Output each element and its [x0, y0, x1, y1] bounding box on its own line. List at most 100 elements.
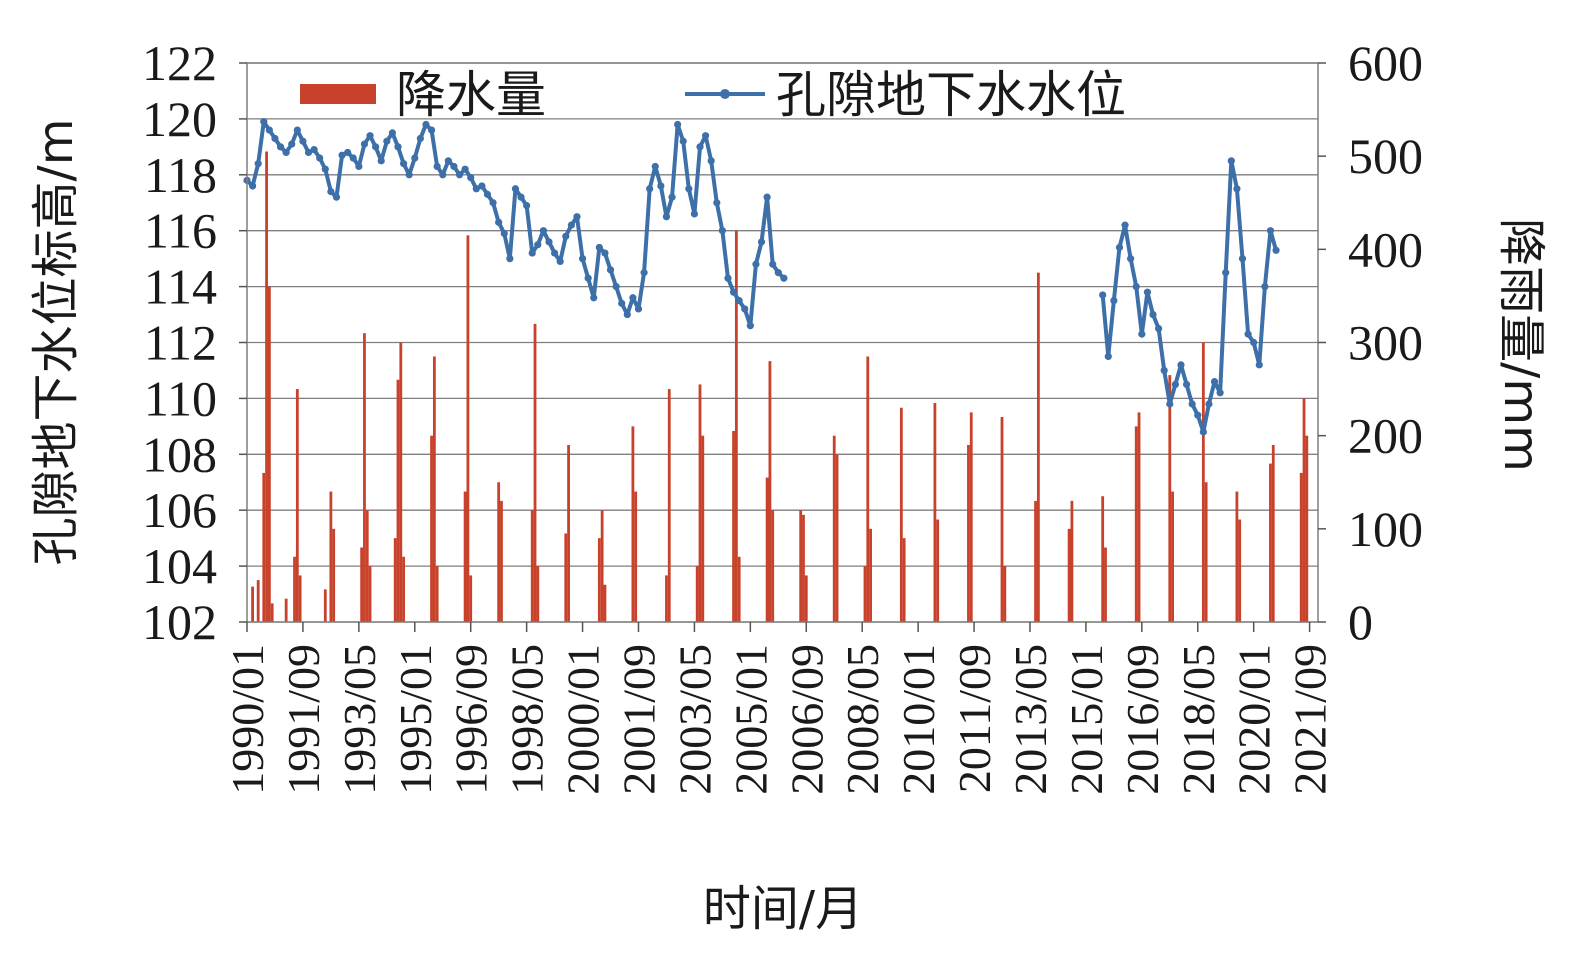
water-level-point	[1177, 361, 1185, 369]
x-tick-label: 2020/01	[1229, 644, 1280, 795]
x-tick-label: 2015/01	[1061, 644, 1112, 795]
water-level-point	[1250, 338, 1258, 347]
rain-bar	[293, 556, 296, 622]
rain-bar	[1137, 412, 1141, 623]
rain-bar	[533, 323, 537, 622]
water-level-point	[629, 294, 637, 302]
water-level-point	[1138, 330, 1146, 338]
rain-bar	[298, 575, 302, 622]
water-level-point	[1188, 400, 1196, 408]
x-tick-label: 1993/05	[334, 644, 385, 795]
water-level-point	[1199, 428, 1207, 436]
water-level-point	[685, 185, 693, 193]
water-level-point	[400, 160, 408, 168]
y-left-tick-label: 118	[144, 147, 217, 203]
water-level-point	[1155, 324, 1163, 333]
rain-bar	[768, 361, 772, 622]
water-level-point	[729, 288, 738, 296]
water-level-point	[427, 126, 436, 134]
water-level-point	[288, 140, 296, 148]
water-level-point	[299, 137, 307, 145]
water-level-point	[551, 249, 559, 257]
rain-bar	[869, 528, 872, 622]
water-level-point	[578, 255, 587, 263]
x-tick-label: 2010/01	[893, 644, 944, 795]
water-level-point	[1115, 243, 1124, 252]
water-level-point	[1104, 352, 1112, 361]
water-level-point	[394, 143, 402, 151]
rain-bar	[1299, 472, 1303, 622]
water-level-point	[1205, 400, 1213, 408]
rain-bar	[284, 598, 288, 622]
water-level-point	[556, 257, 564, 266]
water-level-point	[1194, 411, 1202, 419]
water-level-point	[372, 143, 380, 151]
x-tick-label: 2013/05	[1005, 644, 1056, 795]
rain-bar	[802, 514, 805, 622]
rain-bar	[399, 342, 403, 622]
y-left-tick-label: 102	[142, 594, 217, 650]
rain-bar	[463, 491, 467, 622]
rain-bar	[466, 235, 470, 623]
rain-bar	[835, 454, 839, 622]
water-level-point	[528, 249, 536, 257]
x-tick-label: 2016/09	[1117, 644, 1168, 795]
water-level-point	[444, 157, 452, 165]
water-level-point	[388, 129, 397, 137]
rain-bar	[251, 586, 254, 622]
rain-bar	[1104, 547, 1107, 622]
water-level-point	[344, 148, 352, 157]
water-level-point	[332, 193, 341, 201]
rain-bar	[1171, 491, 1174, 622]
water-level-point	[1171, 380, 1179, 389]
water-level-point	[248, 182, 257, 190]
water-level-point	[517, 193, 525, 201]
rain-bar	[933, 403, 937, 622]
rain-bar	[430, 435, 433, 622]
rain-bar	[1201, 342, 1205, 622]
grid-layer	[247, 62, 1318, 623]
water-level-point	[523, 201, 531, 210]
water-level-point	[573, 213, 581, 221]
rain-bar	[368, 566, 372, 622]
rain-bar	[329, 491, 333, 622]
y-right-tick-label: 200	[1348, 408, 1423, 464]
water-level-point	[1255, 361, 1263, 369]
rain-bar	[1134, 426, 1138, 622]
x-axis-title: 时间/月	[703, 881, 863, 937]
rain-bar	[737, 556, 741, 622]
water-level-point	[1132, 283, 1140, 291]
x-tick-label: 1998/05	[502, 644, 553, 795]
water-level-point	[338, 151, 346, 159]
x-ticks: 1990/01 1991/09 1993/05 1995/01 1996/09 1998/…	[222, 622, 1336, 795]
rain-bar	[734, 230, 738, 622]
rain-bar	[564, 533, 568, 622]
water-level-point	[562, 232, 570, 240]
water-level-point	[276, 143, 285, 151]
water-level-point	[634, 305, 643, 313]
rain-bar	[1168, 375, 1172, 622]
y-right-tick-label: 500	[1348, 128, 1423, 184]
rain-bar	[1101, 496, 1105, 622]
water-level-point	[310, 146, 318, 154]
x-tick-label: 2008/05	[837, 644, 888, 795]
water-level-point	[478, 182, 486, 190]
rain-bar	[698, 384, 702, 622]
water-level-point	[674, 120, 682, 129]
water-level-point	[500, 229, 508, 238]
x-tick-label: 2021/09	[1285, 644, 1336, 795]
rain-bar	[665, 575, 668, 622]
rain-bar	[1302, 398, 1306, 622]
water-level-point	[506, 255, 514, 263]
water-level-point	[411, 154, 419, 162]
water-level-point	[534, 241, 542, 249]
y-left-tick-label: 120	[142, 91, 217, 147]
rain-bar	[866, 356, 870, 622]
water-level-point	[1244, 330, 1252, 338]
rain-bar	[1070, 500, 1074, 622]
water-level-point	[495, 218, 503, 226]
water-level-point	[668, 193, 676, 201]
water-level-point	[439, 171, 447, 179]
water-level-point	[769, 260, 777, 268]
